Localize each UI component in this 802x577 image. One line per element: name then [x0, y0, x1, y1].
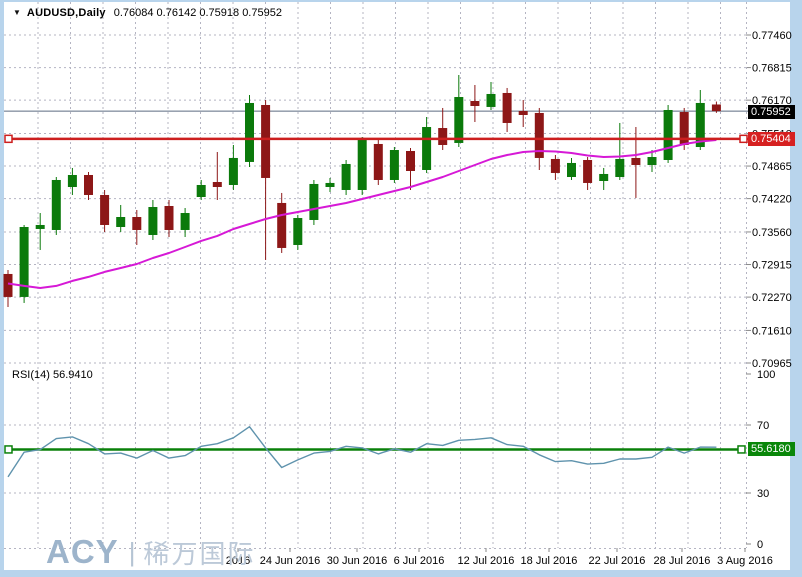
candle-body	[502, 92, 512, 123]
candle-body	[341, 163, 351, 190]
rsi-axis-label: 100	[757, 369, 775, 381]
candle-body	[212, 182, 222, 188]
time-axis-label: 2016	[226, 555, 250, 567]
candle-body	[599, 173, 609, 181]
candle-body	[373, 143, 383, 180]
time-axis-label: 28 Jul 2016	[654, 555, 711, 567]
price-axis-label: 0.74865	[752, 161, 792, 173]
candle-body	[711, 104, 721, 112]
red-line-left-handle[interactable]	[4, 134, 13, 144]
time-axis-label: 6 Jul 2016	[394, 555, 445, 567]
candle-body	[438, 128, 448, 145]
time-axis-label: 30 Jun 2016	[327, 555, 388, 567]
candle-body	[3, 273, 13, 297]
candle-body	[19, 227, 29, 297]
candle-body	[406, 150, 415, 171]
rsi-axis-label: 0	[757, 539, 763, 551]
logo-acy-text: ACY	[46, 533, 119, 570]
candle-body	[518, 111, 528, 115]
price-axis-label: 0.76815	[752, 63, 792, 75]
time-axis-label: 24 Jun 2016	[260, 555, 321, 567]
price-axis-label: 0.74220	[752, 194, 792, 206]
hline-price-badge: 0.75404	[748, 132, 795, 146]
candle-body	[454, 97, 464, 143]
broker-logo: ACY | 稀万国际	[46, 533, 255, 571]
candle-body	[51, 179, 61, 230]
time-axis-label: 22 Jul 2016	[589, 555, 646, 567]
price-axis-label: 0.72270	[752, 292, 792, 304]
candle-body	[663, 109, 673, 160]
red-line-right-handle[interactable]	[739, 134, 748, 144]
candle-body	[422, 127, 432, 170]
candle-body	[277, 202, 287, 248]
candle-body	[228, 157, 238, 185]
candle-body	[180, 213, 190, 230]
rsi-curve	[7, 426, 717, 478]
rsi-line-badge: 55.6180	[748, 442, 795, 456]
candle-body	[67, 174, 77, 188]
candle-body	[132, 217, 142, 230]
candle-body	[389, 149, 399, 180]
candle-body	[631, 157, 641, 165]
candle-body	[245, 102, 254, 162]
rsi-indicator-label: RSI(14) 56.9410	[12, 369, 93, 381]
chart-background[interactable]	[4, 2, 790, 570]
candle-body	[116, 217, 126, 228]
price-axis-label: 0.71610	[752, 325, 792, 337]
candle-body	[534, 112, 544, 158]
candle-body	[679, 112, 689, 145]
candle-body	[550, 158, 560, 173]
ohlc-values: 0.76084 0.76142 0.75918 0.75952	[113, 7, 282, 19]
rsi-axis-label: 30	[757, 488, 769, 500]
candle-body	[470, 101, 480, 107]
candle-body	[35, 224, 45, 229]
candle-body	[309, 183, 319, 220]
candle-body	[148, 207, 158, 235]
candle-body	[583, 159, 593, 183]
candle-body	[261, 104, 271, 178]
candle-body	[357, 138, 367, 190]
candle-body	[695, 102, 705, 148]
candle-body	[164, 205, 174, 230]
chart-title: ▼ AUDUSD,Daily 0.76084 0.76142 0.75918 0…	[13, 7, 282, 19]
price-axis-label: 0.72915	[752, 260, 792, 272]
time-axis-label: 12 Jul 2016	[458, 555, 515, 567]
last-price-badge: 0.75952	[748, 105, 795, 119]
rsi-axis-label: 70	[757, 420, 769, 432]
price-axis-label: 0.76170	[752, 95, 792, 107]
candle-body	[293, 218, 303, 245]
moving-average-line	[7, 139, 717, 289]
candle-body	[615, 158, 625, 178]
rsi-line-left-handle[interactable]	[4, 445, 13, 454]
candle-body	[196, 184, 206, 198]
candle-body	[567, 162, 576, 178]
candle-body	[325, 182, 335, 188]
price-axis-label: 0.73560	[752, 227, 792, 239]
price-axis-label: 0.70965	[752, 358, 792, 370]
candle-body	[100, 194, 110, 225]
time-axis-label: 3 Aug 2016	[717, 555, 773, 567]
price-axis-label: 0.77460	[752, 30, 792, 42]
candle-body	[647, 157, 657, 165]
candle-body	[84, 174, 93, 195]
candle-body	[486, 93, 496, 107]
logo-divider: |	[128, 536, 136, 567]
symbol-timeframe-label: AUDUSD,Daily	[26, 7, 106, 19]
time-axis-label: 18 Jul 2016	[521, 555, 578, 567]
rsi-line-right-handle[interactable]	[737, 445, 746, 454]
ohlc-dropdown-icon[interactable]: ▼	[13, 8, 21, 17]
logo-chinese-text: 稀万国际	[143, 538, 256, 569]
